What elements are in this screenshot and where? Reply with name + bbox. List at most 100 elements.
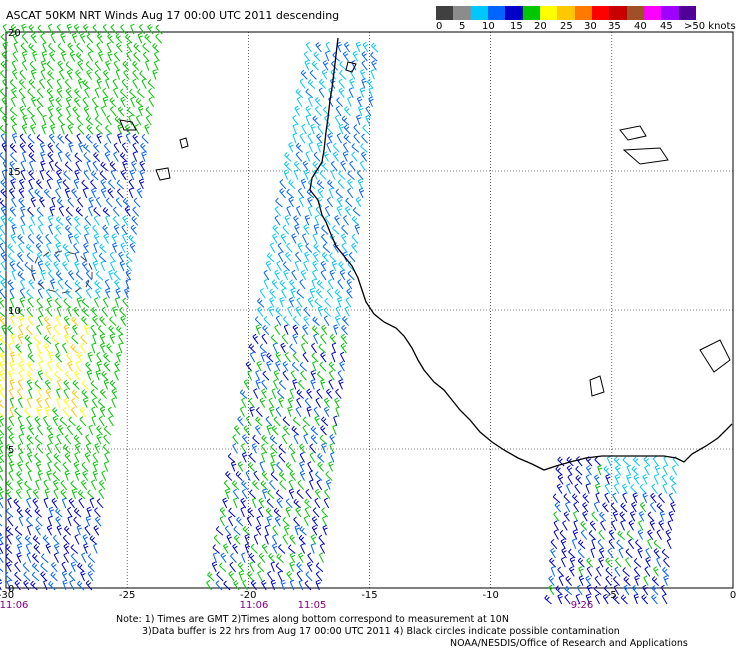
legend-swatch (557, 6, 575, 20)
wind-barb (91, 170, 99, 181)
wind-barb (41, 553, 49, 564)
wind-barb (31, 562, 40, 573)
wind-barb (270, 461, 276, 472)
wind-barb (125, 278, 130, 290)
wind-barb (276, 260, 282, 272)
wind-barb (305, 571, 313, 582)
wind-barb (114, 279, 121, 290)
wind-barb (81, 307, 90, 317)
wind-barb (17, 461, 23, 472)
wind-barb (324, 215, 331, 226)
wind-barb (324, 488, 331, 500)
wind-barb (30, 580, 38, 591)
wind-barb (80, 479, 88, 491)
wind-barb (74, 370, 81, 381)
wind-barb-swaths (0, 23, 680, 605)
wind-barb (62, 579, 68, 591)
wind-barb (35, 516, 43, 527)
wind-barb (131, 215, 139, 226)
wind-barb (555, 465, 563, 476)
wind-barb (1, 169, 7, 181)
wind-barb (347, 270, 355, 281)
wind-barb (236, 516, 244, 527)
wind-barb (100, 388, 107, 399)
lat-tick-label: 0 (8, 584, 14, 595)
wind-barb (326, 288, 334, 299)
wind-barb (334, 114, 341, 126)
lat-tick-label: 20 (8, 28, 21, 39)
wind-barb (6, 534, 12, 545)
wind-barb (274, 269, 280, 281)
wind-barb (145, 115, 152, 126)
wind-barb (271, 543, 278, 554)
wind-barb (96, 425, 103, 436)
wind-barb (658, 493, 665, 504)
wind-barb (93, 152, 101, 162)
wind-barb (82, 79, 91, 90)
wind-barb (580, 520, 588, 531)
wind-barb (77, 562, 85, 573)
wind-barb (590, 547, 595, 559)
wind-barb (36, 324, 42, 336)
wind-barb (5, 544, 13, 554)
wind-barb (322, 243, 331, 253)
wind-barb (278, 397, 284, 408)
wind-barb (320, 425, 327, 436)
wind-barb (291, 361, 300, 372)
wind-barb (249, 489, 257, 500)
wind-barb (95, 197, 102, 208)
wind-barb (367, 78, 374, 89)
wind-barb (275, 351, 282, 363)
wind-barb (661, 474, 668, 485)
wind-barb (311, 278, 316, 290)
wind-barb (57, 42, 66, 53)
wind-barb (120, 242, 126, 253)
wind-barb (309, 479, 314, 490)
legend-swatch (591, 6, 610, 20)
wind-barb (12, 51, 19, 62)
wind-barb (0, 188, 8, 199)
wind-barb (37, 282, 44, 289)
wind-barb (153, 51, 160, 62)
wind-barb (0, 179, 8, 190)
wind-barb (28, 425, 35, 436)
wind-barb (26, 525, 32, 536)
wind-barb (28, 152, 36, 162)
wind-barb (40, 269, 47, 281)
wind-barb (607, 548, 614, 559)
wind-barb (336, 97, 344, 108)
wind-barb (233, 534, 241, 545)
wind-barb (242, 579, 248, 591)
wind-barb (68, 142, 74, 153)
wind-barb (220, 552, 227, 563)
wind-barb (308, 96, 313, 107)
wind-barb (9, 297, 15, 308)
wind-barb (359, 160, 366, 171)
wind-barb (122, 233, 127, 244)
wind-barb (39, 78, 46, 89)
wind-barb (585, 575, 592, 586)
wind-barb (264, 534, 269, 545)
wind-barb (80, 255, 87, 262)
wind-barb (107, 188, 114, 199)
wind-barb (312, 360, 317, 372)
wind-barb (0, 288, 6, 299)
wind-barb (245, 361, 253, 372)
wind-barb (319, 434, 328, 445)
wind-barb (53, 488, 59, 500)
wind-barb (21, 60, 28, 71)
legend-swatch (470, 6, 488, 20)
wind-barb (651, 594, 658, 605)
wind-barb (85, 515, 91, 527)
wind-barb (304, 580, 312, 591)
wind-barb (597, 538, 605, 550)
wind-barb (32, 553, 40, 564)
wind-barb (273, 379, 278, 390)
wind-barb (28, 224, 35, 235)
wind-barb (557, 456, 565, 467)
wind-barb (130, 96, 135, 108)
wind-barb (9, 361, 15, 372)
wind-barb (132, 69, 139, 80)
legend-label: 20 (534, 21, 547, 32)
wind-barb (638, 510, 645, 522)
